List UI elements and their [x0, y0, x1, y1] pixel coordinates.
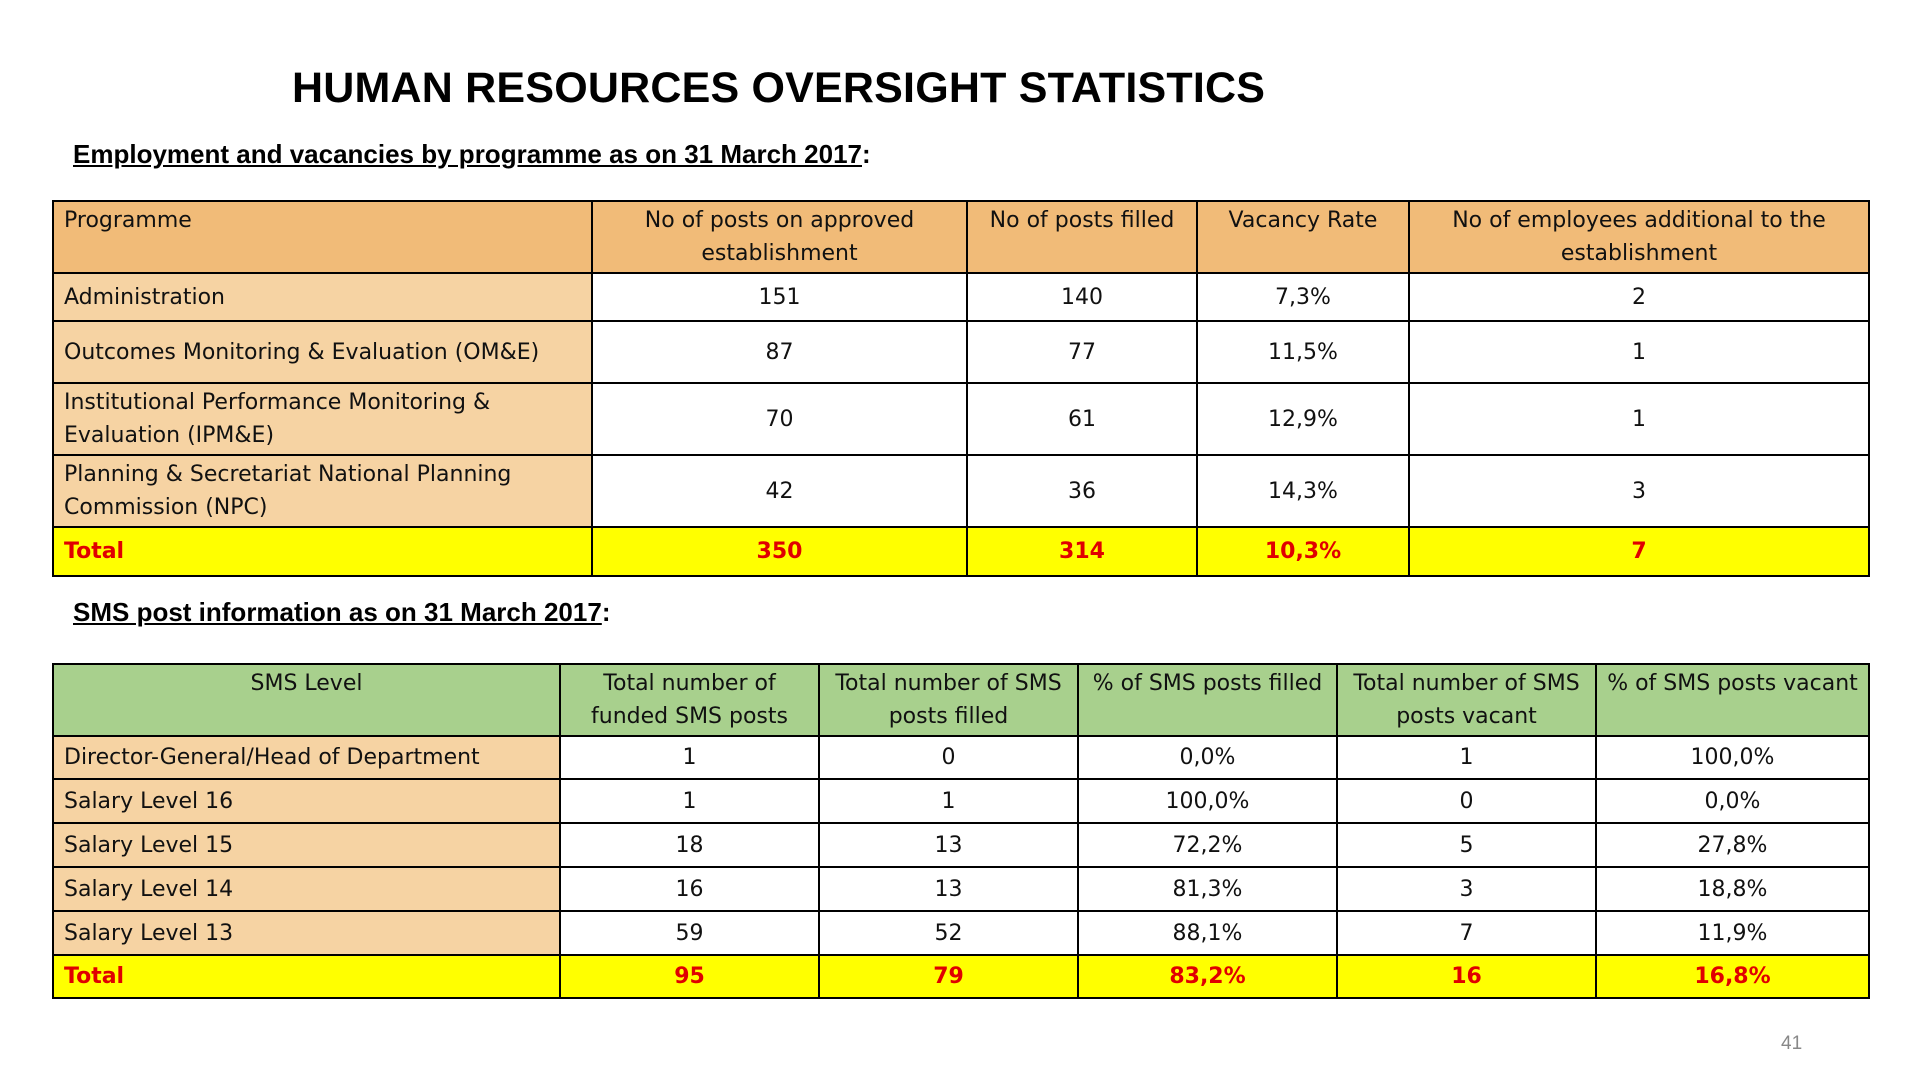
sms-level-cell: Salary Level 13: [52, 910, 561, 956]
programme-cell: Planning & Secretariat National Planning…: [52, 454, 593, 528]
employment-header-row: Programme No of posts on approved establ…: [52, 200, 1870, 274]
table-row: Planning & Secretariat National Planning…: [52, 454, 1870, 528]
employment-col-header: No of posts filled: [966, 200, 1198, 274]
table-cell: 77: [966, 320, 1198, 384]
table-cell: 140: [966, 272, 1198, 322]
table-cell: 5: [1336, 822, 1597, 868]
page-title: HUMAN RESOURCES OVERSIGHT STATISTICS: [292, 64, 1266, 112]
table-row: Salary Level 13 59 52 88,1% 7 11,9%: [52, 910, 1870, 956]
total-cell: 10,3%: [1196, 526, 1410, 577]
table-cell: 11,5%: [1196, 320, 1410, 384]
sms-col-header: Total number of SMS posts vacant: [1336, 663, 1597, 737]
total-label: Total: [52, 526, 593, 577]
programme-cell: Outcomes Monitoring & Evaluation (OM&E): [52, 320, 593, 384]
table-cell: 11,9%: [1595, 910, 1870, 956]
total-cell: 7: [1408, 526, 1870, 577]
table-cell: 3: [1336, 866, 1597, 912]
table-cell: 0: [1336, 778, 1597, 824]
table-cell: 42: [591, 454, 968, 528]
programme-cell: Institutional Performance Monitoring & E…: [52, 382, 593, 456]
table-cell: 52: [818, 910, 1079, 956]
sms-heading-suffix: :: [601, 597, 611, 627]
sms-heading: SMS post information as on 31 March 2017…: [73, 597, 610, 628]
programme-cell: Administration: [52, 272, 593, 322]
employment-col-header: No of posts on approved establishment: [591, 200, 968, 274]
table-cell: 18,8%: [1595, 866, 1870, 912]
table-cell: 1: [1408, 320, 1870, 384]
table-cell: 87: [591, 320, 968, 384]
table-row: Institutional Performance Monitoring & E…: [52, 382, 1870, 456]
sms-table: SMS Level Total number of funded SMS pos…: [52, 663, 1870, 999]
total-row: Total 95 79 83,2% 16 16,8%: [52, 954, 1870, 999]
table-cell: 1: [559, 778, 820, 824]
sms-col-header: % of SMS posts vacant: [1595, 663, 1870, 737]
table-cell: 27,8%: [1595, 822, 1870, 868]
sms-col-header: SMS Level: [52, 663, 561, 737]
table-cell: 16: [559, 866, 820, 912]
table-cell: 1: [1336, 735, 1597, 780]
sms-level-cell: Salary Level 16: [52, 778, 561, 824]
table-cell: 100,0%: [1077, 778, 1338, 824]
total-row: Total 350 314 10,3% 7: [52, 526, 1870, 577]
employment-col-header: Vacancy Rate: [1196, 200, 1410, 274]
table-cell: 100,0%: [1595, 735, 1870, 780]
employment-heading-text: Employment and vacancies by programme as…: [73, 139, 862, 169]
table-cell: 13: [818, 866, 1079, 912]
page-number: 41: [1781, 1033, 1803, 1054]
table-cell: 81,3%: [1077, 866, 1338, 912]
sms-level-cell: Director-General/Head of Department: [52, 735, 561, 780]
table-cell: 18: [559, 822, 820, 868]
table-cell: 7,3%: [1196, 272, 1410, 322]
table-cell: 151: [591, 272, 968, 322]
table-cell: 88,1%: [1077, 910, 1338, 956]
sms-level-cell: Salary Level 15: [52, 822, 561, 868]
table-cell: 13: [818, 822, 1079, 868]
table-row: Outcomes Monitoring & Evaluation (OM&E) …: [52, 320, 1870, 384]
total-cell: 16: [1336, 954, 1597, 999]
employment-table: Programme No of posts on approved establ…: [52, 200, 1870, 577]
table-cell: 72,2%: [1077, 822, 1338, 868]
total-cell: 79: [818, 954, 1079, 999]
table-cell: 0: [818, 735, 1079, 780]
sms-col-header: Total number of SMS posts filled: [818, 663, 1079, 737]
table-row: Salary Level 15 18 13 72,2% 5 27,8%: [52, 822, 1870, 868]
table-row: Administration 151 140 7,3% 2: [52, 272, 1870, 322]
table-row: Salary Level 14 16 13 81,3% 3 18,8%: [52, 866, 1870, 912]
table-row: Director-General/Head of Department 1 0 …: [52, 735, 1870, 780]
table-cell: 7: [1336, 910, 1597, 956]
table-cell: 36: [966, 454, 1198, 528]
table-cell: 12,9%: [1196, 382, 1410, 456]
sms-header-row: SMS Level Total number of funded SMS pos…: [52, 663, 1870, 737]
table-cell: 1: [1408, 382, 1870, 456]
sms-heading-text: SMS post information as on 31 March 2017: [73, 597, 602, 627]
table-cell: 1: [818, 778, 1079, 824]
total-cell: 314: [966, 526, 1198, 577]
total-cell: 83,2%: [1077, 954, 1338, 999]
employment-col-header: No of employees additional to the establ…: [1408, 200, 1870, 274]
table-cell: 3: [1408, 454, 1870, 528]
table-cell: 61: [966, 382, 1198, 456]
table-cell: 1: [559, 735, 820, 780]
sms-col-header: % of SMS posts filled: [1077, 663, 1338, 737]
sms-level-cell: Salary Level 14: [52, 866, 561, 912]
employment-heading: Employment and vacancies by programme as…: [73, 139, 871, 170]
total-cell: 95: [559, 954, 820, 999]
table-cell: 14,3%: [1196, 454, 1410, 528]
total-cell: 16,8%: [1595, 954, 1870, 999]
total-cell: 350: [591, 526, 968, 577]
total-label: Total: [52, 954, 561, 999]
table-cell: 70: [591, 382, 968, 456]
sms-col-header: Total number of funded SMS posts: [559, 663, 820, 737]
table-row: Salary Level 16 1 1 100,0% 0 0,0%: [52, 778, 1870, 824]
table-cell: 0,0%: [1595, 778, 1870, 824]
table-cell: 59: [559, 910, 820, 956]
employment-col-header: Programme: [52, 200, 593, 274]
employment-heading-suffix: :: [862, 139, 871, 169]
table-cell: 2: [1408, 272, 1870, 322]
table-cell: 0,0%: [1077, 735, 1338, 780]
